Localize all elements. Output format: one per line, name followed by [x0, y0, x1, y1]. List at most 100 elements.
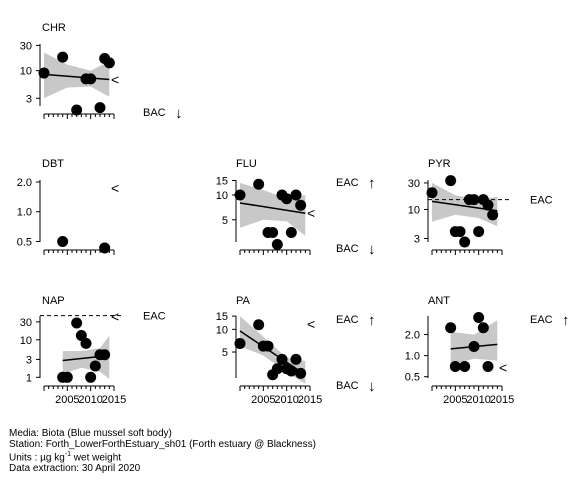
footer-extraction: Data extraction: 30 April 2020	[9, 462, 141, 474]
data-point	[89, 360, 101, 372]
ref-line-label: EAC	[530, 195, 553, 207]
data-point	[445, 322, 457, 334]
y-tick-label: 1.0	[405, 351, 420, 363]
footer: Media: Biota (Blue mussel soft body) Sta…	[9, 428, 316, 474]
data-point	[285, 227, 297, 239]
data-point	[38, 67, 50, 79]
x-tick-label: 2005	[251, 394, 275, 406]
y-tick-label: 10	[20, 66, 32, 78]
data-point	[80, 337, 92, 349]
data-point	[290, 189, 302, 201]
data-point	[271, 363, 283, 375]
assessment-label-bac: BAC	[336, 243, 359, 255]
y-tick-label: 3	[414, 234, 420, 246]
arrow-up-icon: ↑	[368, 175, 376, 192]
y-tick-label: 10	[216, 324, 228, 336]
data-point	[61, 371, 73, 383]
y-tick-label: 10	[408, 204, 420, 216]
data-point	[281, 193, 293, 205]
data-point	[473, 312, 485, 324]
data-point	[262, 340, 274, 352]
data-point	[99, 349, 111, 361]
y-tick-label: 15	[216, 311, 228, 323]
assessment-label-bac: BAC	[143, 107, 166, 119]
y-tick-label: 5	[222, 215, 228, 227]
data-point	[454, 226, 466, 238]
less-than-marker: <	[499, 359, 507, 375]
data-point	[99, 242, 111, 254]
footer-media: Media: Biota (Blue mussel soft body)	[9, 428, 172, 439]
ref-line-label: EAC	[143, 311, 166, 323]
data-point	[459, 360, 471, 372]
data-point	[449, 360, 461, 372]
data-point	[57, 51, 69, 63]
panel-title: PA	[236, 295, 251, 307]
y-tick-label: 2.0	[17, 177, 32, 189]
x-tick-label: 2005	[443, 394, 467, 406]
data-point	[482, 199, 494, 211]
data-point	[285, 365, 297, 377]
arrow-down-icon: ↓	[368, 241, 376, 258]
data-point	[477, 322, 489, 334]
assessment-label-eac: EAC	[336, 314, 359, 326]
y-tick-label: 10	[20, 335, 32, 347]
data-point	[271, 239, 283, 251]
y-tick-label: 30	[408, 178, 420, 190]
arrow-up-icon: ↑	[562, 312, 570, 329]
data-point	[234, 189, 246, 201]
data-point	[94, 102, 106, 114]
data-point	[85, 371, 97, 383]
arrow-down-icon: ↓	[175, 105, 183, 122]
y-tick-label: 3	[26, 354, 32, 366]
x-tick-label: 2010	[466, 394, 490, 406]
data-point	[85, 73, 97, 85]
data-point	[103, 57, 115, 69]
less-than-marker: <	[111, 309, 119, 325]
panel-title: ANT	[428, 295, 450, 307]
data-point	[295, 367, 307, 379]
footer-units-prefix: Units : µg kg	[9, 452, 65, 464]
y-tick-label: 10	[216, 190, 228, 202]
data-point	[445, 175, 457, 187]
data-point	[71, 317, 83, 329]
less-than-marker: <	[307, 316, 315, 332]
y-tick-label: 3	[26, 93, 32, 105]
data-point	[234, 337, 246, 349]
data-point	[267, 227, 279, 239]
x-tick-label: 2010	[78, 394, 102, 406]
footer-units-sup: -1	[64, 451, 72, 458]
data-point	[290, 353, 302, 365]
footer-station: Station: Forth_LowerForthEstuary_sh01 (F…	[9, 438, 316, 450]
y-tick-label: 1.0	[17, 207, 32, 219]
arrow-down-icon: ↓	[368, 378, 376, 395]
data-point	[468, 341, 480, 353]
x-tick-label: 2010	[274, 394, 298, 406]
data-point	[253, 178, 265, 190]
y-tick-label: 30	[20, 40, 32, 52]
y-tick-label: 5	[222, 347, 228, 359]
panel-title: CHR	[42, 22, 66, 34]
y-tick-label: 30	[20, 317, 32, 329]
data-point	[487, 209, 499, 221]
confidence-band	[432, 182, 498, 227]
trend-line	[43, 73, 110, 81]
data-point	[459, 236, 471, 248]
data-point	[468, 194, 480, 206]
data-point	[426, 187, 438, 199]
panel-chr: CHR <3 10 30 BAC ↓	[20, 22, 183, 122]
x-tick-label: 2015	[102, 394, 126, 406]
y-tick-label: 1	[26, 372, 32, 384]
data-point	[473, 226, 485, 238]
panel-pyr: PYR EAC 3 10 30	[408, 158, 553, 255]
y-tick-label: 15	[216, 175, 228, 187]
data-point	[482, 360, 494, 372]
less-than-marker: <	[111, 71, 119, 87]
assessment-label-eac: EAC	[336, 177, 359, 189]
confidence-band	[44, 52, 110, 99]
y-tick-label: 0.5	[405, 372, 420, 384]
less-than-marker: <	[111, 180, 119, 196]
x-tick-label: 2015	[298, 394, 322, 406]
